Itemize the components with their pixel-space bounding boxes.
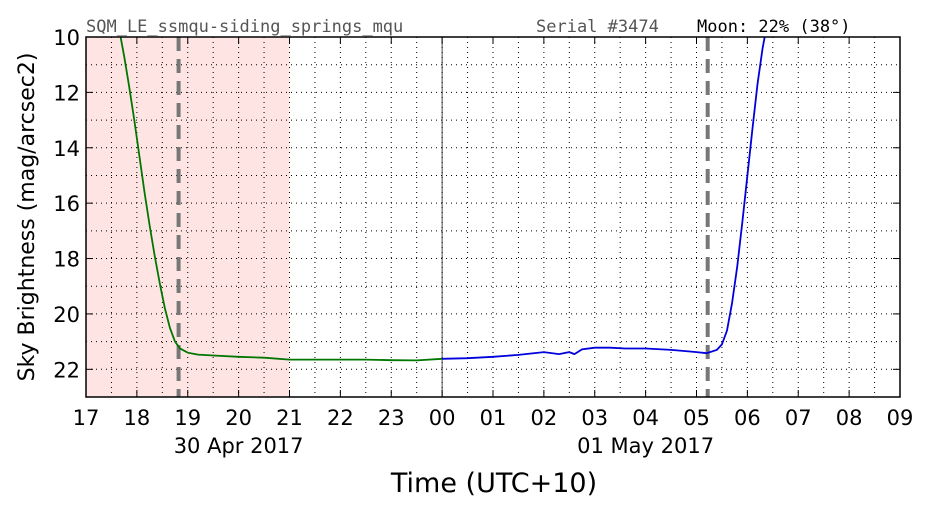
header-site-label: SQM_LE_ssmqu-siding_springs_mqu <box>86 17 403 37</box>
y-tick-label: 18 <box>53 248 80 272</box>
y-tick-label: 10 <box>53 26 80 50</box>
y-tick-label: 22 <box>53 358 80 382</box>
x-tick-label: 01 <box>480 406 507 430</box>
date-label: 30 Apr 2017 <box>174 434 304 458</box>
x-tick-label: 05 <box>683 406 710 430</box>
header-moon-label: Moon: 22% (38°) <box>697 17 851 37</box>
date-label: 01 May 2017 <box>577 434 714 458</box>
series-line-1 <box>119 37 443 362</box>
x-tick-label: 09 <box>887 406 914 430</box>
x-tick-label: 00 <box>429 406 456 430</box>
x-tick-label: 18 <box>124 406 151 430</box>
y-axis-title: Sky Brightness (mag/arcsec2) <box>15 53 40 382</box>
x-tick-label: 17 <box>73 406 100 430</box>
x-axis-title: Time (UTC+10) <box>390 468 597 499</box>
x-tick-label: 07 <box>785 406 812 430</box>
plot-layer: 17 18 19 20 21 22 23 00 01 02 03 04 05 06 07 08 09 10 12 14… <box>53 26 913 458</box>
x-tick-label: 08 <box>836 406 863 430</box>
x-tick-label: 23 <box>378 406 405 430</box>
y-tick-label: 16 <box>53 192 80 216</box>
y-tick-label: 12 <box>53 81 80 105</box>
series-line-2 <box>442 37 766 360</box>
x-tick-label: 19 <box>174 406 201 430</box>
y-tick-label: 14 <box>53 137 80 161</box>
x-tick-label: 06 <box>734 406 761 430</box>
x-tick-label: 02 <box>531 406 558 430</box>
x-tick-label: 21 <box>276 406 303 430</box>
x-tick-label: 04 <box>632 406 659 430</box>
x-tick-label: 20 <box>225 406 252 430</box>
header-serial-label: Serial #3474 <box>536 17 659 37</box>
x-tick-label: 03 <box>581 406 608 430</box>
y-tick-label: 20 <box>53 303 80 327</box>
label-layer: SQM_LE_ssmqu-siding_springs_mqu Serial #… <box>15 17 851 499</box>
x-tick-label: 22 <box>327 406 354 430</box>
